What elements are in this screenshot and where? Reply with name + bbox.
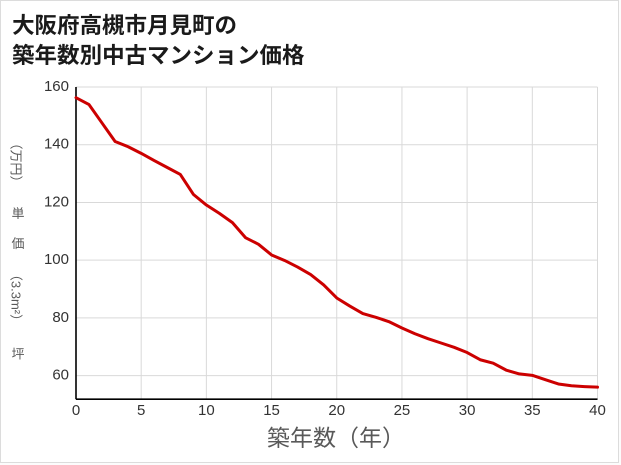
svg-text:25: 25	[394, 402, 411, 419]
svg-text:120: 120	[44, 193, 69, 210]
svg-text:5: 5	[137, 402, 145, 419]
svg-text:30: 30	[459, 402, 476, 419]
svg-text:80: 80	[52, 309, 69, 326]
svg-text:10: 10	[198, 402, 215, 419]
svg-text:100: 100	[44, 251, 69, 268]
svg-text:140: 140	[44, 136, 69, 153]
svg-text:35: 35	[524, 402, 541, 419]
svg-text:0: 0	[72, 402, 80, 419]
svg-text:40: 40	[589, 402, 606, 419]
svg-text:15: 15	[263, 402, 280, 419]
svg-text:60: 60	[52, 367, 69, 384]
svg-text:20: 20	[328, 402, 345, 419]
svg-text:160: 160	[44, 78, 69, 95]
